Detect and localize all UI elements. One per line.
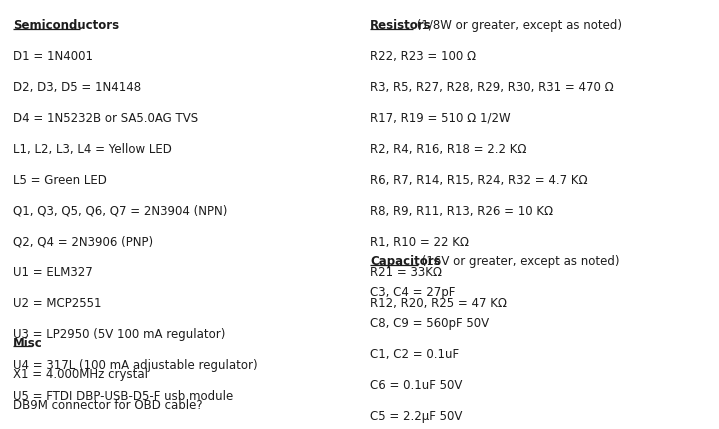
Text: Semiconductors: Semiconductors: [13, 19, 119, 32]
Text: L5 = Green LED: L5 = Green LED: [13, 174, 107, 187]
Text: U1 = ELM327: U1 = ELM327: [13, 266, 93, 279]
Text: Misc: Misc: [13, 337, 42, 350]
Text: R2, R4, R16, R18 = 2.2 KΩ: R2, R4, R16, R18 = 2.2 KΩ: [370, 143, 527, 156]
Text: R3, R5, R27, R28, R29, R30, R31 = 470 Ω: R3, R5, R27, R28, R29, R30, R31 = 470 Ω: [370, 81, 614, 94]
Text: C5 = 2.2μF 50V: C5 = 2.2μF 50V: [370, 410, 462, 423]
Text: R17, R19 = 510 Ω 1/2W: R17, R19 = 510 Ω 1/2W: [370, 112, 511, 125]
Text: C1, C2 = 0.1uF: C1, C2 = 0.1uF: [370, 348, 459, 361]
Text: C3, C4 = 27pF: C3, C4 = 27pF: [370, 286, 456, 299]
Text: C8, C9 = 560pF 50V: C8, C9 = 560pF 50V: [370, 317, 490, 330]
Text: R22, R23 = 100 Ω: R22, R23 = 100 Ω: [370, 50, 477, 63]
Text: D4 = 1N5232B or SA5.0AG TVS: D4 = 1N5232B or SA5.0AG TVS: [13, 112, 198, 125]
Text: Capacitors: Capacitors: [370, 255, 441, 268]
Text: R6, R7, R14, R15, R24, R32 = 4.7 KΩ: R6, R7, R14, R15, R24, R32 = 4.7 KΩ: [370, 174, 588, 187]
Text: (1/8W or greater, except as noted): (1/8W or greater, except as noted): [413, 19, 623, 32]
Text: R1, R10 = 22 KΩ: R1, R10 = 22 KΩ: [370, 236, 470, 248]
Text: C6 = 0.1uF 50V: C6 = 0.1uF 50V: [370, 379, 462, 392]
Text: U4 = 317L (100 mA adjustable regulator): U4 = 317L (100 mA adjustable regulator): [13, 359, 257, 372]
Text: D1 = 1N4001: D1 = 1N4001: [13, 50, 93, 63]
Text: Q2, Q4 = 2N3906 (PNP): Q2, Q4 = 2N3906 (PNP): [13, 236, 153, 248]
Text: U2 = MCP2551: U2 = MCP2551: [13, 297, 101, 310]
Text: (16V or greater, except as noted): (16V or greater, except as noted): [418, 255, 620, 268]
Text: R21 = 33KΩ: R21 = 33KΩ: [370, 266, 442, 279]
Text: R12, R20, R25 = 47 KΩ: R12, R20, R25 = 47 KΩ: [370, 297, 508, 310]
Text: Q1, Q3, Q5, Q6, Q7 = 2N3904 (NPN): Q1, Q3, Q5, Q6, Q7 = 2N3904 (NPN): [13, 205, 227, 218]
Text: U3 = LP2950 (5V 100 mA regulator): U3 = LP2950 (5V 100 mA regulator): [13, 328, 225, 341]
Text: R8, R9, R11, R13, R26 = 10 KΩ: R8, R9, R11, R13, R26 = 10 KΩ: [370, 205, 554, 218]
Text: DB9M connector for OBD cable?: DB9M connector for OBD cable?: [13, 399, 203, 411]
Text: X1 = 4.000MHz crystal: X1 = 4.000MHz crystal: [13, 368, 148, 381]
Text: U5 = FTDI DBP-USB-D5-F usb module: U5 = FTDI DBP-USB-D5-F usb module: [13, 390, 233, 403]
Text: L1, L2, L3, L4 = Yellow LED: L1, L2, L3, L4 = Yellow LED: [13, 143, 172, 156]
Text: Resistors: Resistors: [370, 19, 432, 32]
Text: D2, D3, D5 = 1N4148: D2, D3, D5 = 1N4148: [13, 81, 141, 94]
